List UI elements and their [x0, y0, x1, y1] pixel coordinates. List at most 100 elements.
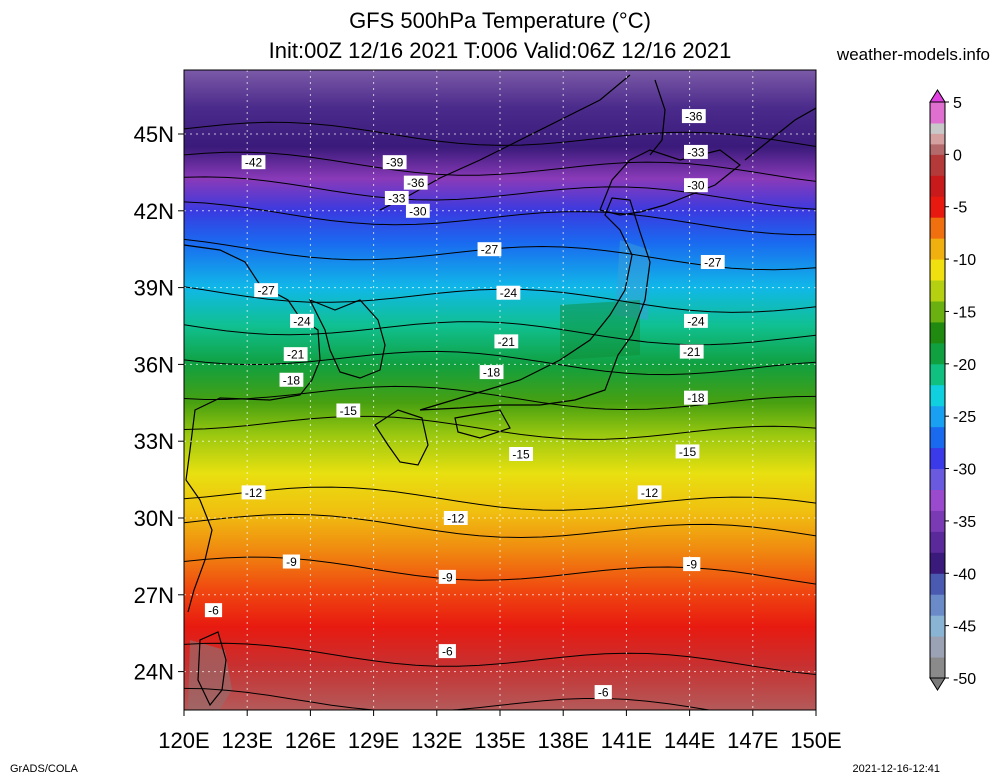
- isotherm-label: -27: [477, 242, 502, 257]
- colorbar-label: -20: [953, 357, 976, 374]
- isotherm-label-text: -12: [641, 486, 659, 500]
- isotherm-label-bg: [700, 255, 725, 269]
- isotherm-line: [184, 176, 816, 210]
- isotherm-label-text: -18: [283, 373, 301, 387]
- isotherm-line: [184, 687, 713, 710]
- isotherm-label: -33: [684, 144, 708, 159]
- isotherm-label-text: -27: [481, 243, 499, 257]
- colorbar-label: -30: [953, 462, 976, 479]
- isotherm-label-text: -15: [679, 445, 697, 459]
- isotherm-label-bg: [279, 372, 304, 387]
- isotherm-label-text: -15: [340, 404, 358, 418]
- colorbar-segment: [930, 594, 945, 616]
- isotherm-label: -30: [405, 203, 430, 218]
- isotherm-label-text: -21: [287, 348, 305, 362]
- isotherm-label-bg: [496, 285, 521, 300]
- colorbar-segment: [930, 384, 945, 407]
- x-tick-label: 147E: [727, 728, 778, 753]
- footer-left: GrADS/COLA: [10, 763, 78, 775]
- colorbar-label: -5: [953, 200, 967, 217]
- colorbar-segment: [930, 615, 945, 637]
- isotherm-label: -9: [282, 554, 301, 569]
- isotherm-label-bg: [637, 485, 662, 500]
- colorbar-segment: [930, 175, 945, 197]
- sakhalin-coast: [649, 79, 666, 156]
- isotherm-label-text: -6: [442, 645, 453, 659]
- colorbar-segment: [930, 143, 945, 155]
- shikoku-coast: [454, 409, 511, 439]
- colorbar-segment: [930, 426, 945, 449]
- colorbar-label: -50: [953, 671, 976, 688]
- isotherm-label-bg: [684, 313, 708, 328]
- isotherm-label: -18: [684, 390, 708, 405]
- isotherm-label: -24: [290, 313, 314, 328]
- y-tick-label: 27N: [134, 583, 174, 608]
- y-tick-label: 42N: [134, 199, 174, 224]
- isotherm-label-text: -12: [447, 512, 465, 526]
- isotherm-label-text: -36: [407, 176, 425, 190]
- isotherm-label-bg: [594, 685, 612, 700]
- isotherm-label-bg: [438, 569, 456, 584]
- isotherm-line: [184, 201, 816, 236]
- isotherm-label: -24: [496, 285, 521, 300]
- colorbar-top-arrow: [929, 89, 946, 103]
- isotherm-label-text: -6: [208, 604, 219, 618]
- isotherm-label-bg: [290, 313, 314, 328]
- isotherm-label: -15: [509, 447, 533, 462]
- y-axis: 24N 27N 30N 33N 36N 39N 42N 45N: [134, 122, 184, 685]
- x-tick-label: 129E: [348, 728, 399, 753]
- x-tick-label: 150E: [790, 728, 841, 753]
- colorbar-segment: [930, 280, 945, 302]
- isotherm-label-bg: [494, 334, 519, 349]
- isotherm-label: -15: [675, 444, 700, 459]
- isotherm-label: -21: [283, 347, 308, 362]
- site-label: weather-models.info: [836, 45, 990, 64]
- isotherm-label-bg: [684, 144, 708, 159]
- isotherm-label: -12: [443, 511, 468, 526]
- isotherm-label-text: -39: [386, 156, 404, 170]
- colorbar-segment: [930, 259, 945, 281]
- isotherm-label: -30: [684, 178, 708, 193]
- colorbar-segment: [930, 636, 945, 658]
- colorbar: 5 0 -5 -10 -15 -20 -25 -30 -35 -40 -45 -50: [929, 89, 976, 691]
- isotherm-label: -24: [684, 313, 708, 328]
- taiwan-coast: [197, 631, 227, 707]
- isotherm-label: -6: [204, 603, 223, 618]
- isotherm-label: -12: [637, 485, 662, 500]
- x-tick-label: 141E: [601, 728, 652, 753]
- colorbar-segment: [930, 489, 945, 511]
- colorbar-label: -15: [953, 304, 976, 321]
- isotherm-label: -42: [241, 155, 266, 170]
- isotherm-label-bg: [405, 203, 430, 218]
- isotherm-label-bg: [282, 554, 301, 569]
- kyushu-coast: [374, 409, 429, 466]
- isotherm-label-text: -9: [286, 555, 297, 569]
- isotherm-label-text: -24: [293, 314, 311, 328]
- isotherm-label-text: -33: [388, 192, 406, 206]
- colorbar-segment: [930, 342, 945, 365]
- isotherm-label: -18: [279, 372, 304, 387]
- isotherm-label-text: -24: [687, 314, 705, 328]
- isotherm-label-bg: [382, 155, 407, 170]
- isotherm-label-text: -21: [683, 345, 701, 359]
- y-tick-label: 45N: [134, 122, 174, 147]
- colorbar-segment: [930, 300, 945, 323]
- colorbar-segment: [930, 657, 945, 679]
- colorbar-segment: [930, 122, 945, 134]
- isotherm-label-text: -42: [245, 156, 263, 170]
- isotherm-label: -21: [679, 344, 704, 359]
- isotherm-line: [184, 151, 816, 182]
- isotherm-label-text: -36: [685, 110, 703, 124]
- central-japan-shading: [560, 300, 640, 360]
- isotherm-label-bg: [509, 447, 533, 461]
- colorbar-segment: [930, 238, 945, 260]
- colorbar-label: -35: [953, 514, 976, 531]
- kuril-coast: [744, 107, 816, 161]
- isotherm-label: -27: [254, 283, 279, 298]
- y-tick-label: 39N: [134, 276, 174, 301]
- isotherm-label: -27: [700, 255, 725, 270]
- isotherm-label-bg: [443, 511, 468, 525]
- isotherm-labels: -42 -39-36-33-30-36-33-30-27-27-27 -24-24-…: [204, 109, 725, 700]
- grid-lines: [184, 70, 816, 710]
- isotherm-label-text: -30: [409, 204, 427, 218]
